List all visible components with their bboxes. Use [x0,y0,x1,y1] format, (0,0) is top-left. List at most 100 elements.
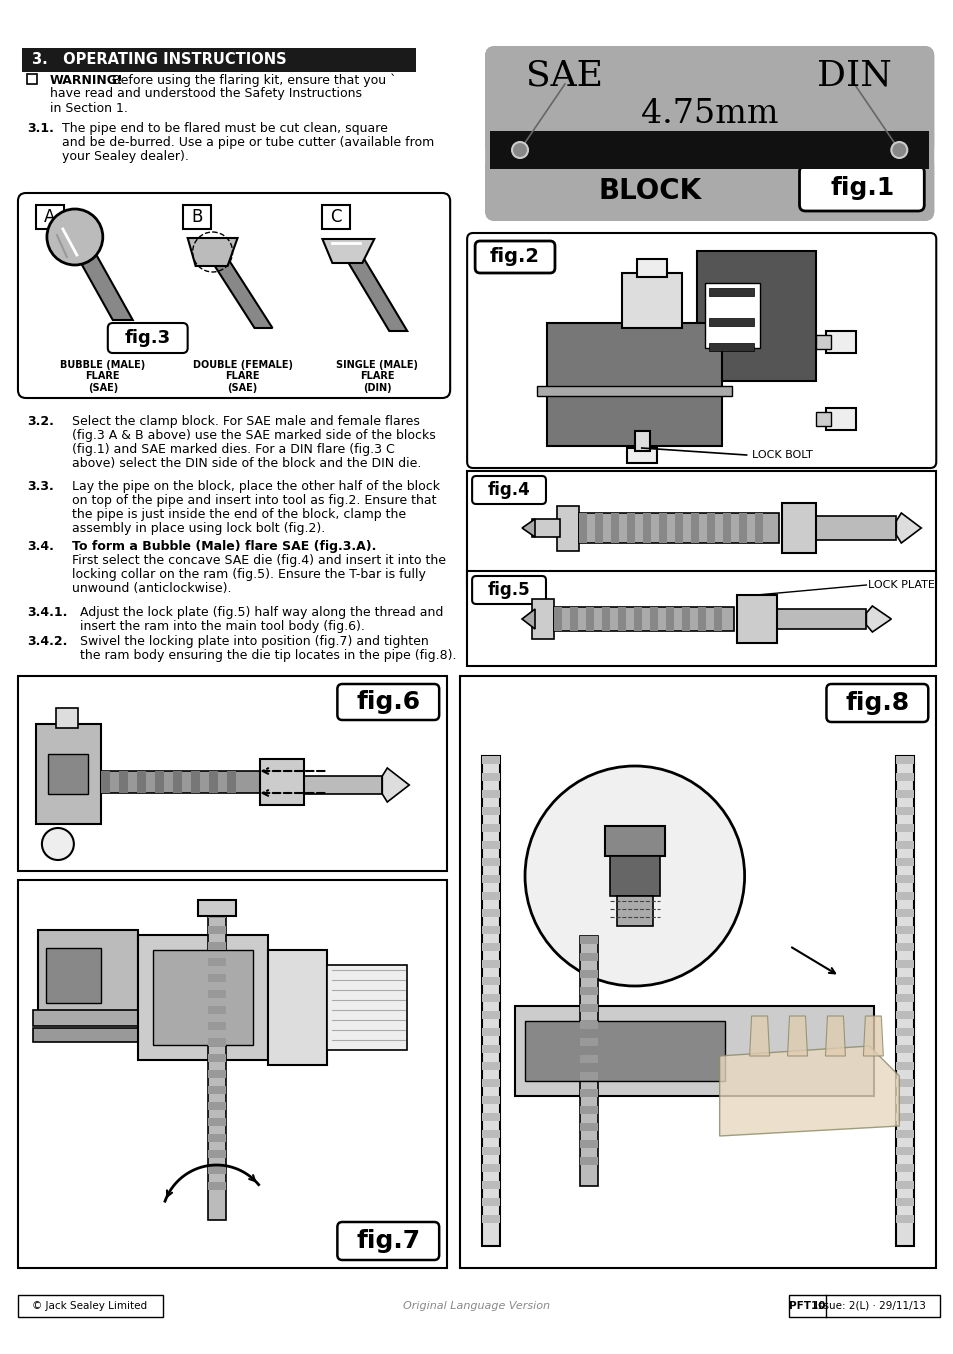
Text: A: A [44,209,55,226]
Bar [515,1006,874,1095]
Text: 3.4.: 3.4. [27,540,53,552]
Bar [896,1113,913,1121]
Bar [481,1164,499,1173]
Bar [896,1131,913,1137]
Text: above) select the DIN side of the block and the DIN die.: above) select the DIN side of the block … [71,458,421,470]
Bar [481,994,499,1002]
Text: The pipe end to be flared must be cut clean, square: The pipe end to be flared must be cut cl… [62,122,387,135]
Bar [736,594,776,643]
Bar [896,926,913,934]
Bar [481,825,499,831]
Bar [649,607,657,631]
FancyBboxPatch shape [337,1223,438,1261]
Bar [579,987,598,995]
Text: 3.1.: 3.1. [27,122,53,135]
Text: LOCK PLATE: LOCK PLATE [867,580,934,590]
Text: Original Language Version: Original Language Version [402,1301,549,1311]
Bar [579,1005,598,1011]
Bar [322,204,350,229]
Bar [38,930,137,1020]
FancyBboxPatch shape [799,167,923,211]
Bar [708,288,753,297]
Text: locking collar on the ram (fig.5). Ensure the T-bar is fully: locking collar on the ram (fig.5). Ensur… [71,567,425,581]
Bar [579,1055,598,1063]
Bar [532,598,554,639]
Bar [896,1079,913,1087]
Text: fig.6: fig.6 [355,691,420,714]
Bar [18,880,447,1267]
Bar [490,161,928,217]
Bar [481,892,499,900]
Bar [208,1166,225,1174]
FancyBboxPatch shape [467,233,935,468]
Bar [481,1147,499,1155]
Text: fig.7: fig.7 [355,1229,420,1252]
Bar [46,948,101,1003]
Bar [48,754,88,793]
Polygon shape [521,609,535,630]
Bar [208,1150,225,1158]
Bar [537,386,731,395]
Bar [554,607,561,631]
Polygon shape [824,1016,844,1056]
Polygon shape [521,519,535,538]
Bar [208,974,225,982]
Bar [481,1045,499,1053]
Bar [182,204,211,229]
Bar [208,1070,225,1078]
Bar [579,1039,598,1047]
Bar [896,978,913,984]
Bar [609,856,659,896]
Bar [637,259,666,278]
Text: your Sealey dealer).: your Sealey dealer). [62,150,189,162]
Bar [154,770,164,793]
Text: LOCK BOLT: LOCK BOLT [751,450,812,460]
Bar [481,1131,499,1137]
Bar [659,513,666,543]
Text: C: C [331,209,342,226]
Bar [896,1045,913,1053]
Text: in Section 1.: in Section 1. [50,102,128,115]
Bar [579,936,598,1186]
Bar [896,1095,913,1104]
Bar [825,408,856,431]
Bar [152,951,253,1045]
Bar [481,858,499,867]
Bar [18,1294,163,1317]
Polygon shape [719,1047,899,1136]
Bar [579,1106,598,1114]
Bar [579,1122,598,1131]
Bar [896,1147,913,1155]
Bar [776,609,865,630]
Bar [208,1135,225,1141]
Bar [481,875,499,883]
Bar [481,978,499,984]
Bar [208,990,225,998]
Bar [546,391,720,445]
Bar [816,412,831,427]
FancyBboxPatch shape [337,684,438,720]
Bar [788,1294,940,1317]
Bar [579,969,598,978]
Bar [137,936,267,1060]
Bar [101,770,260,793]
Bar [896,942,913,951]
Bar [208,1006,225,1014]
Bar [642,513,650,543]
Bar [481,773,499,781]
Text: DIN: DIN [816,60,891,93]
Bar [208,1053,225,1062]
Bar [481,1079,499,1087]
Text: To form a Bubble (Male) flare SAE (fig.3.A).: To form a Bubble (Male) flare SAE (fig.3… [71,540,375,552]
Bar [197,900,235,917]
Bar [697,607,705,631]
FancyBboxPatch shape [108,324,188,353]
Bar [481,1113,499,1121]
Bar [172,770,181,793]
Bar [481,1011,499,1020]
Text: Lay the pipe on the block, place the other half of the block: Lay the pipe on the block, place the oth… [71,481,439,493]
Text: DOUBLE (FEMALE)
FLARE
(SAE): DOUBLE (FEMALE) FLARE (SAE) [193,360,293,393]
Bar [816,334,831,349]
Text: B: B [191,209,202,226]
Bar [101,770,110,793]
